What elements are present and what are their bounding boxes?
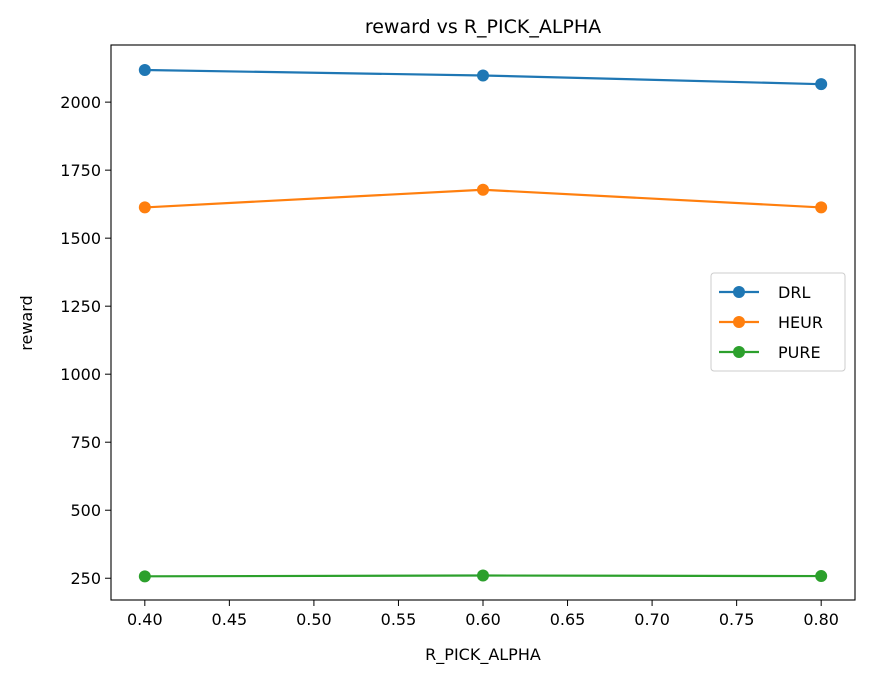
legend-marker-drl [733,286,745,298]
legend-marker-heur [733,316,745,328]
x-tick-label: 0.65 [550,610,586,629]
data-point-drl [138,64,151,77]
legend-box [710,272,846,372]
data-point-pure [138,570,151,583]
y-axis-label: reward [17,295,36,350]
data-point-drl [477,69,489,82]
data-point-heur [815,201,828,214]
data-point-heur [477,183,489,196]
x-axis-label: R_PICK_ALPHA [425,645,541,665]
plot-area [138,64,828,583]
legend-label-pure: PURE [778,343,821,362]
x-tick-label: 0.70 [634,610,670,629]
x-tick-label: 0.45 [212,610,248,629]
x-tick-label: 0.60 [465,610,501,629]
legend-marker-pure [733,346,745,358]
legend-label-heur: HEUR [778,313,823,332]
x-tick-label: 0.55 [381,610,417,629]
data-point-heur [138,201,151,214]
y-tick-label: 500 [70,501,101,520]
y-tick-label: 1000 [60,365,101,384]
x-axis: 0.40 0.45 0.50 0.55 0.60 0.65 0.70 0.75 0.80 [127,600,839,629]
x-tick-label: 0.80 [803,610,839,629]
y-axis: 250 500 750 1000 1250 1500 1750 2000 [60,93,111,588]
x-tick-label: 0.75 [719,610,755,629]
y-tick-label: 250 [70,569,101,588]
legend-label-drl: DRL [778,283,810,302]
y-tick-label: 1500 [60,229,101,248]
data-point-pure [815,570,828,583]
y-tick-label: 1750 [60,161,101,180]
x-tick-label: 0.40 [127,610,163,629]
y-tick-label: 2000 [60,93,101,112]
y-tick-label: 1250 [60,297,101,316]
data-point-drl [815,78,828,91]
data-point-pure [477,569,489,582]
chart-title: reward vs R_PICK_ALPHA [365,16,601,38]
y-tick-label: 750 [70,433,101,452]
x-tick-label: 0.50 [296,610,332,629]
legend: DRL HEUR PURE [710,272,846,372]
